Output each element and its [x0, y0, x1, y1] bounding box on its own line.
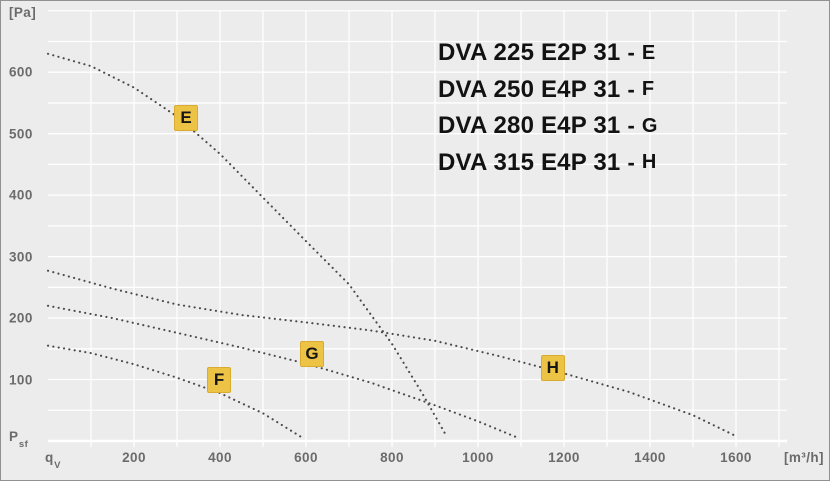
x-tick-label: 1400 [634, 450, 666, 465]
legend-separator: - [627, 149, 635, 175]
legend-entry-g: DVA 280 E4P 31 - G [438, 108, 658, 145]
y-axis-symbol-sub: sf [18, 438, 29, 450]
legend-curve-letter: E [641, 41, 656, 64]
legend-curve-letter: F [641, 78, 655, 101]
x-tick-label: 1200 [548, 450, 580, 465]
y-tick-label: 300 [9, 249, 33, 265]
legend-entry-e: DVA 225 E2P 31 - E [438, 35, 658, 72]
y-tick-label: 200 [9, 310, 33, 326]
legend-model: DVA 250 E4P 31 [438, 75, 621, 103]
y-tick-label: 400 [9, 187, 33, 203]
x-axis-symbol-sub: V [54, 459, 61, 471]
y-tick-label: 100 [9, 372, 33, 388]
y-axis-unit-label: [Pa] [9, 5, 37, 20]
fan-curve-f [46, 344, 303, 439]
legend-model: DVA 315 E4P 31 [438, 148, 621, 176]
fan-curve-g [46, 304, 518, 439]
x-axis-symbol-main: q [45, 450, 54, 465]
curve-badge-f: F [207, 366, 232, 393]
legend-separator: - [627, 76, 635, 102]
curve-badge-e: E [174, 105, 199, 132]
fan-curve-e [46, 52, 447, 436]
fan-curve-h [46, 269, 738, 438]
legend-model: DVA 280 E4P 31 [438, 112, 621, 140]
y-axis-symbol-main: P [9, 429, 19, 444]
legend-separator: - [627, 40, 635, 66]
x-axis-symbol: qV [45, 450, 61, 471]
legend-entry-f: DVA 250 E4P 31 - F [438, 72, 658, 109]
x-tick-label: 1000 [462, 450, 494, 465]
legend-separator: - [627, 113, 635, 139]
x-tick-label: 1600 [720, 450, 752, 465]
x-tick-label: 600 [294, 450, 318, 465]
legend-curve-letter: G [641, 114, 658, 137]
curve-badge-h: H [540, 354, 565, 381]
x-tick-label: 400 [208, 450, 232, 465]
legend: DVA 225 E2P 31 - E DVA 250 E4P 31 - F DV… [438, 35, 658, 181]
y-axis-symbol: Psf [9, 429, 29, 450]
x-axis-unit-label: [m³/h] [784, 450, 824, 465]
x-tick-label: 200 [122, 450, 146, 465]
legend-curve-letter: H [641, 151, 657, 174]
curve-badge-g: G [300, 340, 325, 367]
y-tick-label: 600 [9, 64, 33, 80]
legend-model: DVA 225 E2P 31 [438, 39, 621, 67]
x-tick-label: 800 [380, 450, 404, 465]
legend-entry-h: DVA 315 E4P 31 - H [438, 145, 658, 182]
y-tick-label: 500 [9, 126, 33, 142]
